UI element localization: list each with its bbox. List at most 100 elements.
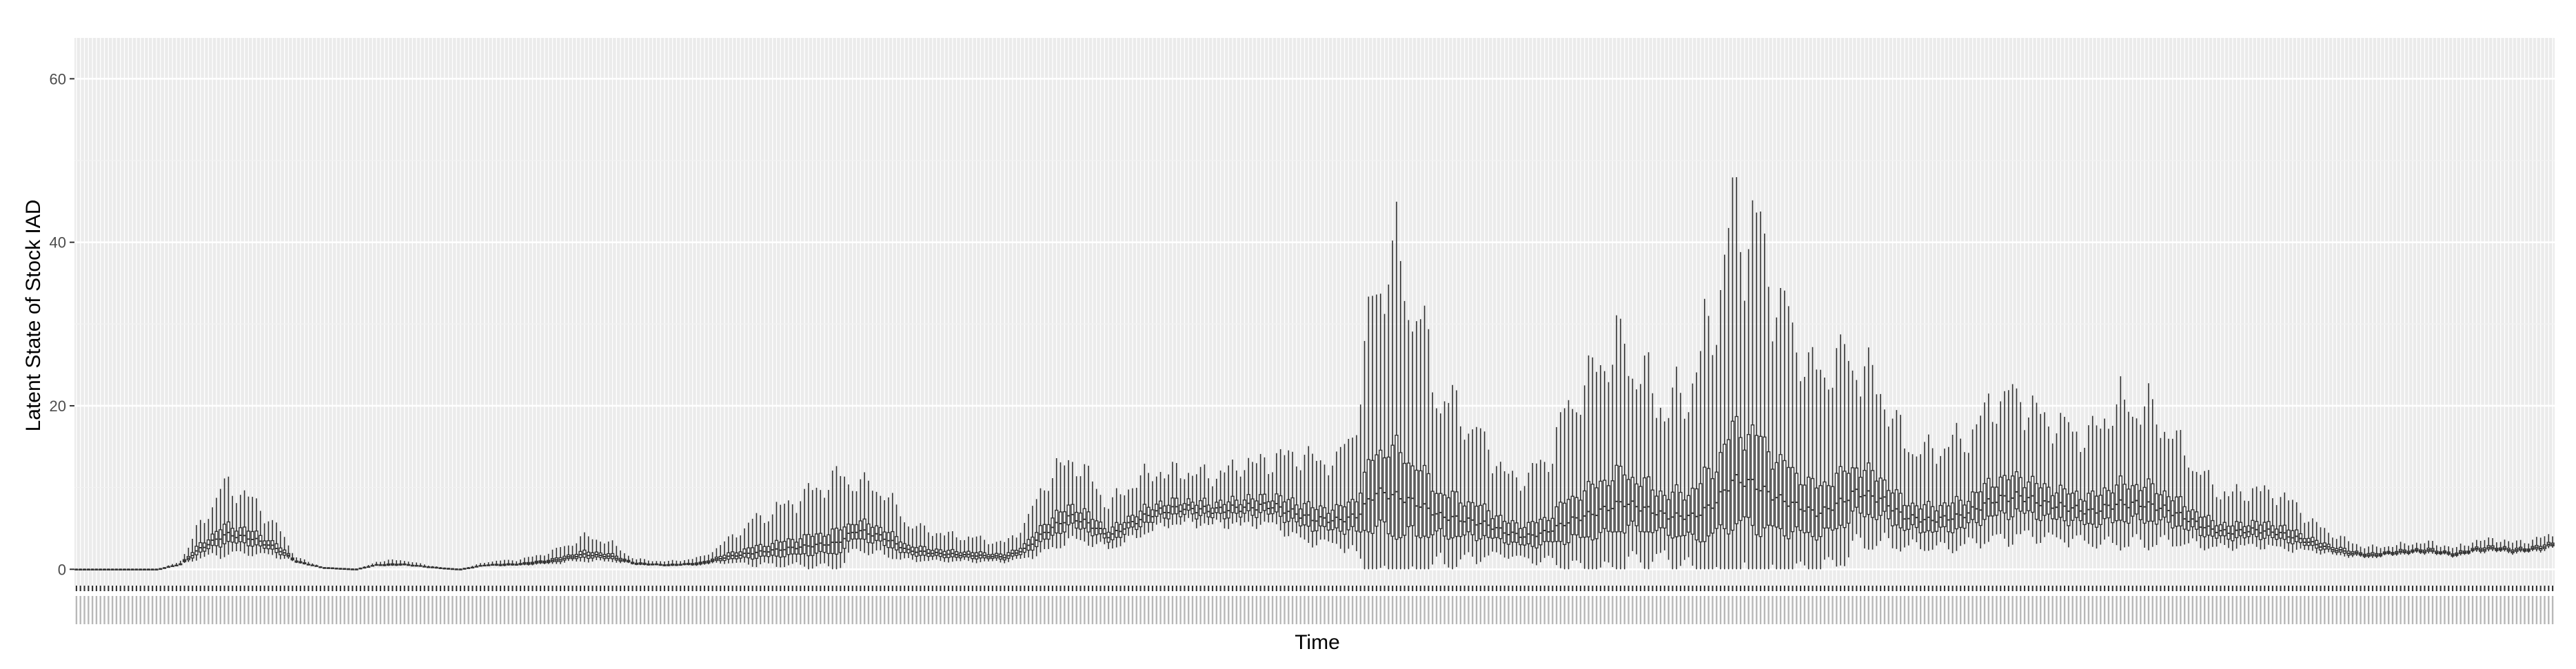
box-221 xyxy=(958,540,963,562)
box-178 xyxy=(787,500,791,566)
box-body xyxy=(2027,481,2031,511)
box-322 xyxy=(1362,340,1367,570)
box-393 xyxy=(1646,352,1651,570)
box-433 xyxy=(1807,352,1811,570)
box-166 xyxy=(738,535,742,563)
box-374 xyxy=(1570,409,1574,561)
box-539 xyxy=(2231,491,2235,551)
box-body xyxy=(1758,435,1763,537)
box-304 xyxy=(1290,451,1295,533)
box-273 xyxy=(1166,474,1170,528)
box-141 xyxy=(638,558,642,566)
box-41 xyxy=(239,495,243,552)
box-body xyxy=(2002,475,2007,514)
box-530 xyxy=(2194,471,2199,542)
box-body xyxy=(2187,511,2191,531)
box-521 xyxy=(2158,438,2163,537)
box-108 xyxy=(506,559,511,566)
box-body xyxy=(2118,475,2123,521)
box-241 xyxy=(1038,488,1043,553)
box-body xyxy=(1686,495,1691,533)
box-body xyxy=(2234,521,2239,539)
box-body xyxy=(2078,499,2082,522)
box-198 xyxy=(866,480,871,555)
box-151 xyxy=(678,561,682,566)
box-29 xyxy=(190,539,194,562)
box-body xyxy=(846,523,851,542)
box-17 xyxy=(142,568,147,570)
box-584 xyxy=(2411,544,2415,554)
box-81 xyxy=(398,560,403,566)
box-315 xyxy=(1335,451,1339,544)
box-body xyxy=(2010,475,2015,517)
box-606 xyxy=(2498,542,2503,553)
box-297 xyxy=(1262,457,1267,522)
box-578 xyxy=(2386,546,2391,555)
box-309 xyxy=(1310,453,1315,548)
box-body xyxy=(1490,518,1494,539)
box-359 xyxy=(1510,471,1514,557)
box-272 xyxy=(1162,478,1167,527)
box-187 xyxy=(822,497,826,564)
box-477 xyxy=(1982,402,1987,544)
box-body xyxy=(1419,470,1423,539)
box-424 xyxy=(1770,341,1775,565)
box-body xyxy=(1502,520,1507,544)
box-349 xyxy=(1470,429,1474,557)
box-body xyxy=(2111,492,2115,524)
box-520 xyxy=(2154,424,2159,546)
box-body xyxy=(2198,516,2203,537)
box-body xyxy=(2151,483,2155,522)
box-380 xyxy=(1594,371,1599,570)
box-429 xyxy=(1790,322,1795,570)
box-596 xyxy=(2458,543,2463,556)
box-326 xyxy=(1379,294,1383,568)
y-tick-label: 0 xyxy=(58,561,66,578)
box-46 xyxy=(258,511,263,553)
box-468 xyxy=(1947,446,1951,550)
box-261 xyxy=(1118,494,1123,546)
box-body xyxy=(1375,454,1379,527)
box-398 xyxy=(1666,418,1671,560)
box-506 xyxy=(2098,429,2103,545)
box-body xyxy=(1450,491,1454,539)
box-body xyxy=(1990,486,1995,517)
box-245 xyxy=(1055,457,1059,549)
box-240 xyxy=(1035,499,1039,557)
box-body xyxy=(1798,484,1803,531)
box-146 xyxy=(658,561,662,566)
box-22 xyxy=(162,567,167,569)
box-269 xyxy=(1150,481,1155,531)
box-body xyxy=(219,529,223,548)
box-421 xyxy=(1758,211,1763,570)
box-body xyxy=(1603,480,1607,529)
box-353 xyxy=(1486,449,1491,556)
box-347 xyxy=(1462,440,1467,555)
box-242 xyxy=(1042,490,1046,550)
box-287 xyxy=(1222,472,1227,529)
box-531 xyxy=(2198,475,2203,548)
box-376 xyxy=(1579,415,1583,564)
box-143 xyxy=(647,560,651,566)
box-12 xyxy=(122,568,127,570)
box-254 xyxy=(1091,481,1095,547)
box-body xyxy=(1927,501,1931,531)
box-590 xyxy=(2435,545,2439,555)
box-body xyxy=(1894,489,1899,526)
box-135 xyxy=(614,546,619,563)
box-350 xyxy=(1474,426,1479,564)
box-body xyxy=(1698,483,1703,543)
box-316 xyxy=(1339,446,1343,549)
box-102 xyxy=(483,562,487,567)
box-body xyxy=(1843,471,1847,528)
box-body xyxy=(1679,491,1683,537)
box-body xyxy=(1670,491,1675,539)
box-203 xyxy=(886,497,891,558)
box-542 xyxy=(2242,500,2247,546)
box-510 xyxy=(2114,404,2119,546)
box-body xyxy=(1694,488,1698,541)
box-96 xyxy=(458,568,463,570)
box-158 xyxy=(707,555,711,565)
box-body xyxy=(1339,505,1343,532)
box-70 xyxy=(354,568,358,570)
